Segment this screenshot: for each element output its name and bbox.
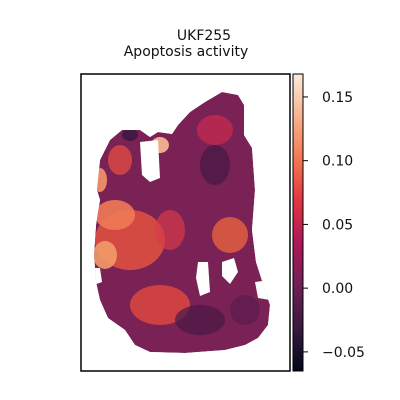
tissue-region xyxy=(122,129,138,141)
tissue-region xyxy=(95,200,135,230)
tissue-region xyxy=(230,295,260,325)
colorbar-tick-label: 0.05 xyxy=(322,217,353,233)
chart-title-line1: UKF255 xyxy=(177,28,231,44)
tissue-region xyxy=(130,285,190,325)
colorbar-tick-label: 0.00 xyxy=(322,281,353,297)
tissue-region xyxy=(108,145,132,175)
tissue-region xyxy=(200,145,230,185)
tissue-region xyxy=(94,241,117,269)
tissue-region xyxy=(212,217,248,253)
chart-title-line2: Apoptosis activity xyxy=(124,44,249,60)
tissue-void xyxy=(222,258,238,284)
colorbar-ticks: 0.15 0.10 0.05 0.00 −0.05 xyxy=(303,90,365,361)
tissue-void xyxy=(140,140,160,182)
tissue-region xyxy=(155,210,185,250)
tissue-region xyxy=(175,305,225,335)
colorbar-tick-label: 0.10 xyxy=(322,154,353,170)
colorbar xyxy=(292,73,304,372)
tissue-void xyxy=(94,268,102,285)
colorbar-tick-label: 0.15 xyxy=(322,90,353,106)
tissue-spots xyxy=(94,92,270,353)
tissue-void xyxy=(196,262,210,296)
colorbar-tick-label: −0.05 xyxy=(322,345,365,361)
tissue-region xyxy=(197,115,233,145)
